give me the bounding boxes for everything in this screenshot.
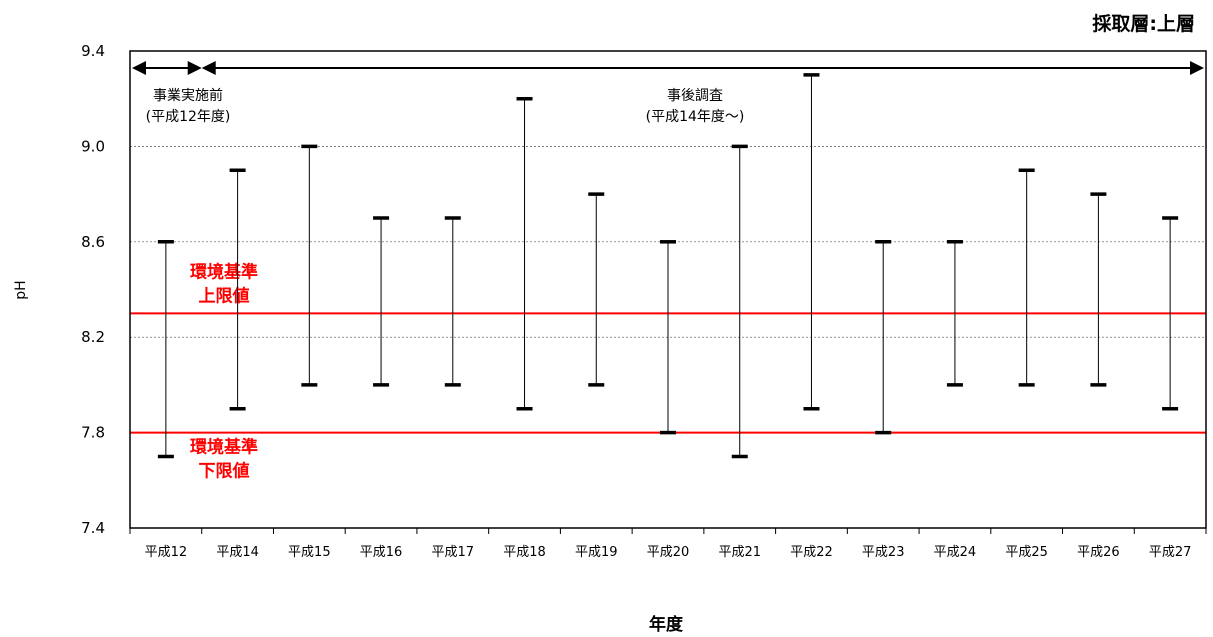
x-tick-label-2: 平成15 — [288, 545, 331, 560]
x-tick-label-9: 平成22 — [790, 545, 833, 560]
x-tick-label-4: 平成17 — [432, 545, 475, 560]
x-tick-label-6: 平成19 — [575, 545, 618, 560]
y-tick-label-2: 8.2 — [81, 328, 105, 346]
x-tick-label-11: 平成24 — [934, 545, 977, 560]
x-axis-label: 年度 — [649, 614, 684, 635]
plot-frame — [129, 50, 1207, 529]
reference-label-0-line2: 上限値 — [199, 285, 250, 306]
x-tick-label-12: 平成25 — [1005, 545, 1048, 560]
x-tick-label-1: 平成14 — [216, 545, 259, 560]
period-label-1-line2: (平成14年度～) — [646, 109, 745, 125]
x-tick-label-3: 平成16 — [360, 545, 403, 560]
y-tick-label-4: 9.0 — [81, 137, 105, 155]
reference-label-1-line2: 下限値 — [199, 461, 250, 482]
reference-label-1-line1: 環境基準 — [190, 437, 258, 458]
x-tick-label-10: 平成23 — [862, 545, 905, 560]
period-arrow-right-head-1 — [1190, 61, 1204, 75]
period-label-0-line2: (平成12年度) — [146, 109, 231, 125]
x-tick-label-5: 平成18 — [503, 545, 546, 560]
x-tick-label-8: 平成21 — [718, 545, 761, 560]
x-tick-label-0: 平成12 — [145, 545, 188, 560]
reference-label-0-line1: 環境基準 — [190, 261, 258, 282]
period-arrow-left-head-1 — [201, 61, 216, 75]
y-tick-label-0: 7.4 — [81, 519, 105, 537]
y-tick-label-3: 8.6 — [81, 233, 105, 251]
chart-title: 採取層:上層 — [1092, 13, 1195, 35]
period-arrow-left-head-0 — [132, 61, 146, 75]
period-arrow-right-head-0 — [187, 61, 202, 75]
x-tick-label-7: 平成20 — [647, 545, 690, 560]
x-tick-label-14: 平成27 — [1149, 545, 1192, 560]
y-tick-label-1: 7.8 — [81, 424, 105, 442]
period-label-0-line1: 事業実施前 — [153, 87, 223, 104]
y-tick-label-5: 9.4 — [81, 42, 105, 60]
y-axis-label: pH — [13, 280, 29, 299]
x-tick-label-13: 平成26 — [1077, 545, 1120, 560]
period-label-1-line1: 事後調査 — [667, 88, 723, 104]
